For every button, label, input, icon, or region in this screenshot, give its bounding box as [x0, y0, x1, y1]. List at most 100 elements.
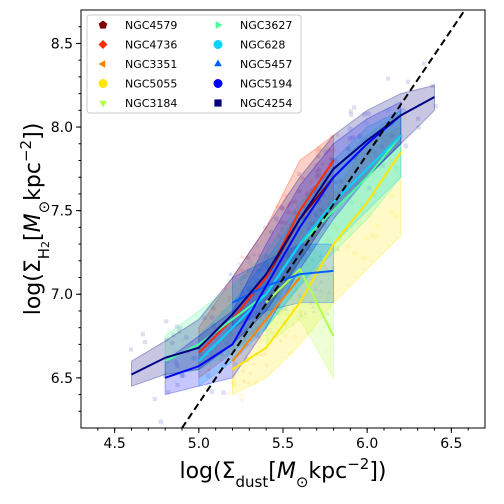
scatter-point-ngc3184	[277, 312, 282, 317]
scatter-point-ngc4736	[279, 226, 285, 232]
scatter-point-ngc3184	[299, 313, 304, 318]
scatter-point-ngc3351	[300, 250, 305, 255]
scatter-point-ngc3351	[240, 368, 245, 374]
scatter-point-ngc4254	[140, 332, 145, 337]
legend-marker-ngc4254	[214, 99, 222, 107]
scatter-point-ngc628	[239, 275, 245, 281]
scatter-point-ngc3184	[278, 266, 283, 271]
y-tick-label: 7.0	[51, 287, 73, 303]
scatter-point-ngc5055	[352, 250, 358, 256]
scatter-point-ngc3184	[321, 362, 327, 367]
scatter-point-ngc5457	[303, 310, 308, 315]
x-tick-label: 6.0	[356, 436, 378, 452]
scatter-point-ngc5055	[325, 295, 331, 301]
scatter-point-ngc4579	[317, 207, 323, 213]
scatter-point-ngc5055	[295, 293, 301, 300]
scatter-point-ngc5194	[183, 334, 190, 340]
scatter-point-ngc3351	[247, 371, 252, 376]
scatter-point-ngc3351	[248, 337, 253, 343]
scatter-point-ngc5457	[258, 267, 263, 271]
scatter-point-ngc5055	[276, 292, 283, 298]
scatter-point-ngc3184	[305, 331, 310, 336]
scatter-point-ngc4736	[257, 300, 264, 306]
scatter-point-ngc5194	[321, 224, 327, 230]
scatter-point-ngc5457	[330, 265, 336, 269]
legend-label-ngc4254: NGC4254	[240, 97, 292, 110]
scatter-point-ngc4736	[244, 271, 250, 277]
scatter-point-ngc5055	[334, 245, 340, 251]
scatter-point-ngc4579	[302, 252, 308, 258]
scatter-point-ngc4736	[239, 254, 245, 260]
legend-label-ngc3351: NGC3351	[125, 58, 177, 71]
scatter-point-ngc5194	[361, 111, 368, 118]
scatter-point-ngc4736	[210, 306, 216, 312]
scatter-point-ngc5194	[347, 126, 353, 132]
scatter-point-ngc3351	[226, 335, 231, 340]
scatter-point-ngc628	[246, 285, 253, 292]
x-axis-title: log(Σdust[M⊙kpc−2])	[179, 455, 386, 491]
scatter-point-ngc4736	[259, 316, 266, 322]
reference-line	[181, 10, 466, 428]
scatter-point-ngc5055	[369, 233, 375, 239]
scatter-point-ngc3351	[249, 343, 254, 349]
scatter-point-ngc5457	[228, 272, 233, 277]
scatter-point-ngc5055	[373, 233, 379, 240]
scatter-point-ngc4736	[331, 147, 337, 153]
scatter-point-ngc5457	[296, 247, 302, 252]
scatter-point-ngc4579	[315, 153, 321, 159]
scatter-point-ngc3184	[310, 329, 315, 334]
scatter-point-ngc3184	[320, 290, 326, 295]
scatter-point-ngc3627	[318, 249, 323, 255]
scatter-point-ngc4254	[152, 396, 157, 402]
scatter-point-ngc5055	[366, 213, 373, 219]
scatter-point-ngc4579	[293, 198, 299, 204]
scatter-point-ngc3627	[307, 279, 311, 284]
scatter-point-ngc3627	[373, 150, 378, 155]
scatter-point-ngc3184	[310, 269, 316, 274]
scatter-point-ngc3351	[256, 335, 261, 340]
scatter-point-ngc3351	[241, 378, 246, 384]
scatter-point-ngc4736	[285, 203, 291, 209]
scatter-point-ngc5194	[323, 149, 329, 155]
scatter-point-ngc5055	[252, 380, 259, 386]
scatter-point-ngc4736	[314, 148, 320, 154]
scatter-point-ngc5457	[236, 260, 242, 265]
scatter-point-ngc4579	[314, 169, 320, 174]
scatter-point-ngc4579	[282, 220, 288, 226]
scatter-point-ngc5194	[263, 253, 269, 259]
scatter-point-ngc3184	[263, 334, 268, 339]
scatter-point-ngc4254	[164, 337, 169, 342]
scatter-point-ngc5194	[365, 110, 372, 117]
scatter-point-ngc4254	[390, 133, 395, 138]
scatter-point-ngc5055	[375, 223, 381, 229]
y-tick-label: 8.0	[51, 120, 73, 136]
scatter-point-ngc4254	[142, 339, 147, 345]
scatter-point-ngc4579	[280, 205, 286, 211]
scatter-point-ngc5055	[282, 332, 288, 338]
scatter-point-ngc5055	[400, 147, 406, 153]
scatter-point-ngc628	[247, 260, 253, 266]
legend-marker-ngc3351	[98, 60, 106, 68]
scatter-point-ngc4579	[288, 279, 294, 285]
scatter-point-ngc5055	[354, 198, 360, 204]
scatter-point-ngc3184	[283, 301, 289, 306]
scatter-point-ngc4736	[228, 331, 235, 337]
scatter-point-ngc3627	[314, 212, 319, 217]
scatter-point-ngc5457	[318, 288, 323, 293]
scatter-point-ngc3627	[382, 134, 387, 139]
scatter-point-ngc3627	[210, 322, 215, 328]
scatter-point-ngc4254	[416, 125, 421, 130]
scatter-point-ngc4736	[293, 209, 299, 216]
scatter-point-ngc3351	[287, 252, 292, 257]
scatter-point-ngc5457	[226, 298, 231, 303]
scatter-point-ngc5457	[325, 311, 330, 316]
scatter-point-ngc3627	[185, 375, 190, 380]
scatter-point-ngc3351	[225, 391, 230, 396]
scatter-point-ngc3351	[256, 330, 260, 336]
scatter-point-ngc5194	[273, 216, 280, 222]
scatter-point-ngc4736	[212, 326, 219, 332]
scatter-point-ngc5194	[211, 322, 217, 329]
scatter-point-ngc3627	[189, 342, 194, 347]
scatter-point-ngc4254	[198, 352, 204, 357]
scatter-point-ngc5457	[297, 293, 303, 298]
